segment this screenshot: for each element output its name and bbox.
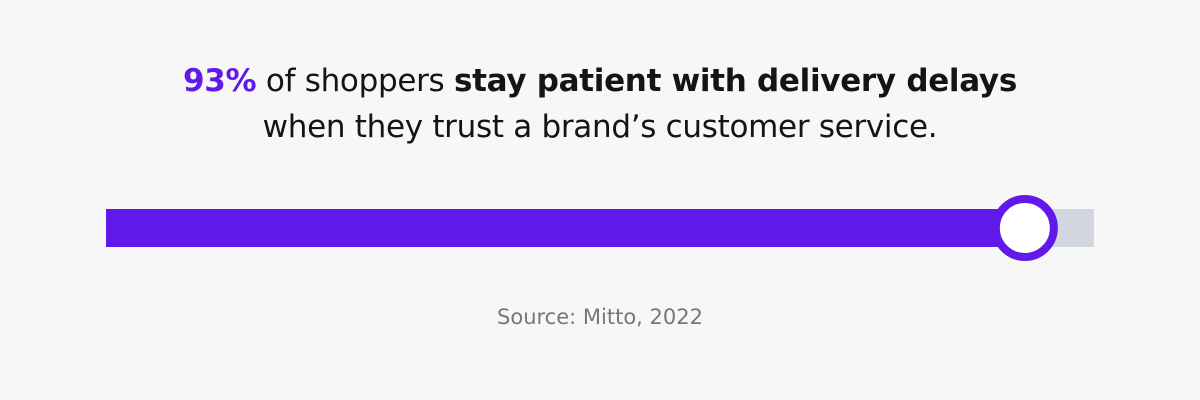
headline-line: when they trust a brand’s customer servi… [0, 104, 1200, 150]
headline-text: of shoppers [265, 63, 445, 99]
headline-text: when they trust a brand’s customer servi… [262, 109, 938, 145]
headline: 93% of shoppers stay patient with delive… [0, 58, 1200, 150]
value-label: 93% [183, 63, 257, 99]
progress-bar [106, 209, 1025, 247]
source: Source: Mitto, 2022 [497, 305, 703, 329]
headline-emphasis: stay patient with delivery delays [453, 63, 1017, 99]
progress-knob [991, 195, 1058, 261]
headline-line: 93% of shoppers stay patient with delive… [0, 58, 1200, 104]
